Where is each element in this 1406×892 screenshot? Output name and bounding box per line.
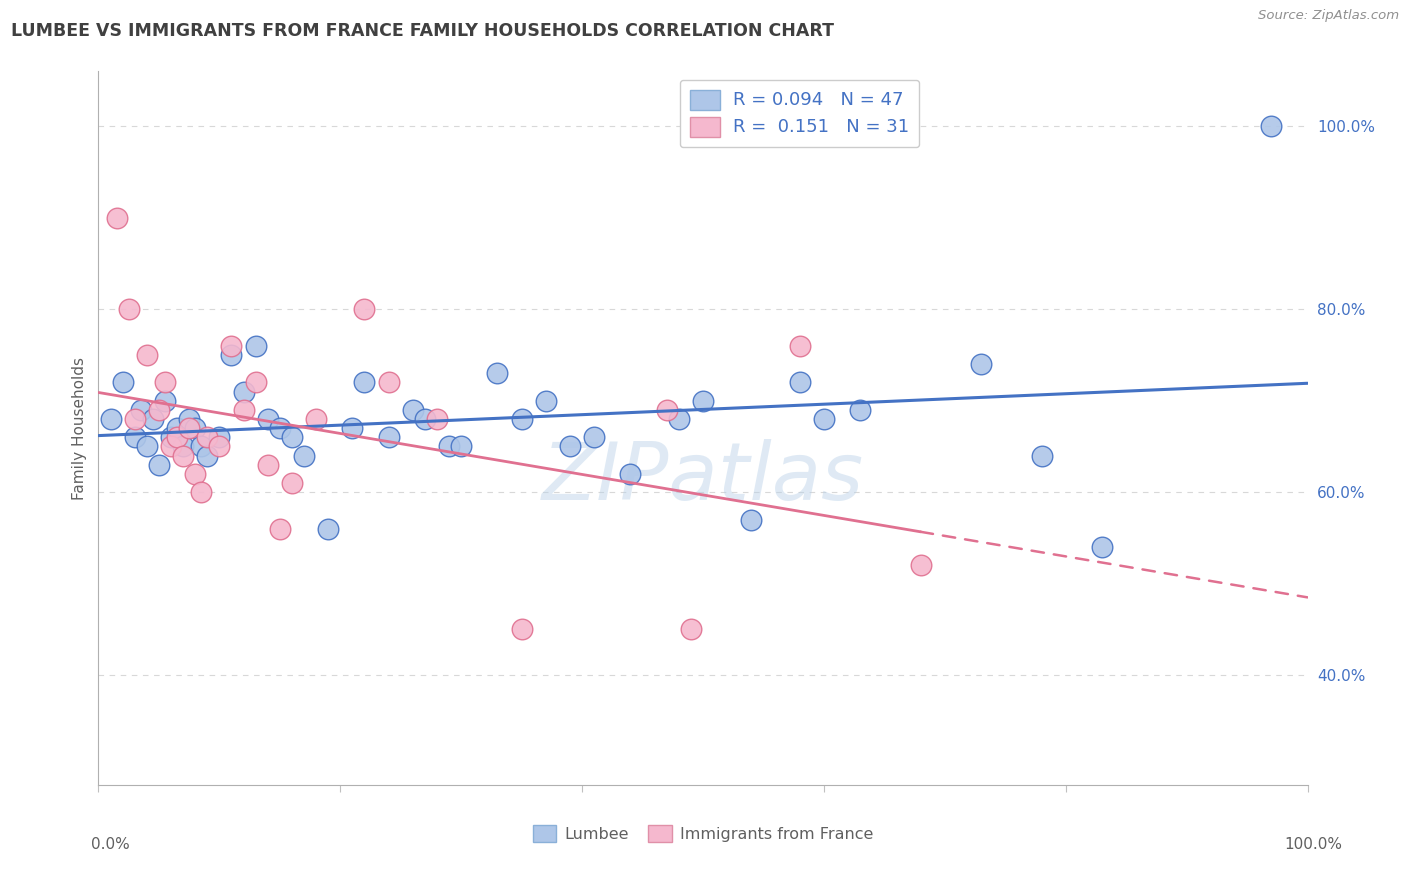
Point bbox=[153, 393, 176, 408]
Point bbox=[1031, 449, 1053, 463]
Text: Source: ZipAtlas.com: Source: ZipAtlas.com bbox=[1258, 9, 1399, 22]
Text: LUMBEE VS IMMIGRANTS FROM FRANCE FAMILY HOUSEHOLDS CORRELATION CHART: LUMBEE VS IMMIGRANTS FROM FRANCE FAMILY … bbox=[11, 22, 834, 40]
Point bbox=[849, 402, 872, 417]
Point bbox=[172, 449, 194, 463]
Point bbox=[668, 412, 690, 426]
Point bbox=[1091, 540, 1114, 554]
Point bbox=[256, 458, 278, 472]
Point bbox=[195, 449, 218, 463]
Point bbox=[184, 467, 207, 481]
Point bbox=[105, 211, 128, 225]
Text: 0.0%: 0.0% bbox=[91, 837, 131, 852]
Point bbox=[583, 430, 606, 444]
Point bbox=[166, 430, 188, 444]
Point bbox=[129, 402, 152, 417]
Point bbox=[353, 376, 375, 390]
Point bbox=[510, 412, 533, 426]
Text: ZIPatlas: ZIPatlas bbox=[541, 439, 865, 517]
Point bbox=[179, 412, 201, 426]
Point bbox=[184, 421, 207, 435]
Point bbox=[124, 412, 146, 426]
Point bbox=[1260, 120, 1282, 134]
Point bbox=[510, 623, 533, 637]
Point bbox=[160, 430, 183, 444]
Point bbox=[558, 440, 581, 454]
Point bbox=[179, 421, 201, 435]
Point bbox=[740, 513, 762, 527]
Point bbox=[413, 412, 436, 426]
Point bbox=[232, 384, 254, 399]
Point bbox=[172, 440, 194, 454]
Point bbox=[118, 302, 141, 317]
Point bbox=[256, 412, 278, 426]
Text: 100.0%: 100.0% bbox=[1285, 837, 1343, 852]
Point bbox=[450, 440, 472, 454]
Point bbox=[377, 376, 399, 390]
Point bbox=[534, 393, 557, 408]
Point bbox=[377, 430, 399, 444]
Point bbox=[190, 440, 212, 454]
Point bbox=[789, 376, 811, 390]
Point bbox=[437, 440, 460, 454]
Point bbox=[269, 522, 291, 536]
Point bbox=[208, 440, 231, 454]
Point bbox=[245, 376, 267, 390]
Point bbox=[426, 412, 449, 426]
Point bbox=[135, 440, 157, 454]
Point bbox=[195, 430, 218, 444]
Point bbox=[910, 558, 932, 573]
Point bbox=[232, 402, 254, 417]
Legend: Lumbee, Immigrants from France: Lumbee, Immigrants from France bbox=[526, 819, 880, 848]
Point bbox=[245, 339, 267, 353]
Point bbox=[281, 476, 304, 491]
Point bbox=[208, 430, 231, 444]
Point bbox=[135, 348, 157, 362]
Point bbox=[655, 402, 678, 417]
Point bbox=[292, 449, 315, 463]
Point bbox=[353, 302, 375, 317]
Point bbox=[679, 623, 702, 637]
Point bbox=[221, 348, 243, 362]
Point bbox=[305, 412, 328, 426]
Point bbox=[619, 467, 641, 481]
Point bbox=[148, 458, 170, 472]
Point bbox=[970, 357, 993, 371]
Point bbox=[402, 402, 425, 417]
Point bbox=[692, 393, 714, 408]
Point bbox=[281, 430, 304, 444]
Point bbox=[316, 522, 339, 536]
Point bbox=[269, 421, 291, 435]
Point bbox=[153, 376, 176, 390]
Point bbox=[160, 440, 183, 454]
Point bbox=[486, 366, 509, 380]
Point bbox=[111, 376, 134, 390]
Point bbox=[142, 412, 165, 426]
Point bbox=[148, 402, 170, 417]
Point bbox=[100, 412, 122, 426]
Point bbox=[789, 339, 811, 353]
Point bbox=[190, 485, 212, 500]
Point bbox=[221, 339, 243, 353]
Point bbox=[342, 421, 364, 435]
Y-axis label: Family Households: Family Households bbox=[72, 357, 87, 500]
Point bbox=[813, 412, 835, 426]
Point bbox=[124, 430, 146, 444]
Point bbox=[166, 421, 188, 435]
